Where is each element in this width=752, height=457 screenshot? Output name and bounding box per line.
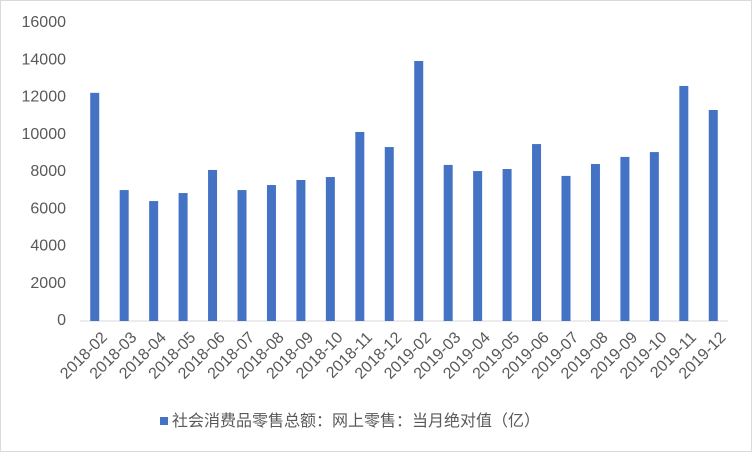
y-tick-label: 8000 <box>30 163 66 180</box>
bar <box>649 152 659 321</box>
bar <box>266 185 276 321</box>
bar <box>708 109 718 321</box>
bar <box>208 169 218 321</box>
bar <box>473 171 483 321</box>
bar <box>443 164 453 321</box>
y-tick-label: 12000 <box>22 89 67 106</box>
y-tick-label: 16000 <box>22 14 67 31</box>
bar <box>620 156 630 321</box>
bar <box>384 147 394 321</box>
bar <box>119 190 129 321</box>
bar <box>502 169 512 321</box>
bar <box>414 60 424 322</box>
bar <box>237 190 247 321</box>
bar <box>149 201 159 321</box>
bar <box>355 131 365 321</box>
bar <box>679 85 689 321</box>
legend-swatch <box>160 417 168 425</box>
y-tick-label: 14000 <box>22 51 67 68</box>
y-tick-label: 2000 <box>30 275 66 292</box>
bar <box>590 163 600 321</box>
y-tick-label: 10000 <box>22 126 67 143</box>
y-tick-label: 0 <box>57 312 66 329</box>
bar <box>178 193 188 321</box>
y-tick-label: 6000 <box>30 200 66 217</box>
bar <box>561 175 571 321</box>
bar <box>90 92 100 321</box>
bar <box>296 180 306 321</box>
bar <box>532 144 542 321</box>
y-tick-label: 4000 <box>30 238 66 255</box>
legend-label: 社会消费品零售总额：网上零售：当月绝对值（亿） <box>172 412 540 430</box>
bar <box>325 177 335 321</box>
